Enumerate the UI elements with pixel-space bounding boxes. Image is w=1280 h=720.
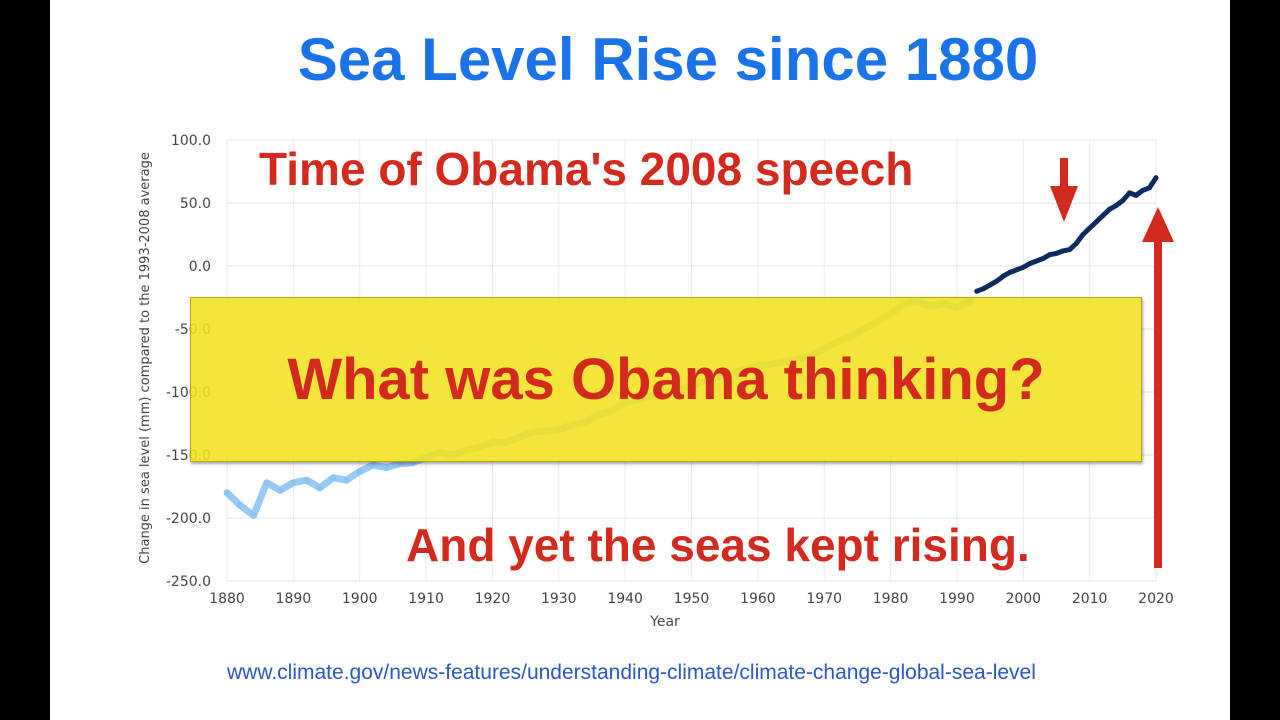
x-tick-label: 2020 xyxy=(1138,591,1174,607)
data-point xyxy=(1053,250,1059,256)
data-point xyxy=(987,282,993,288)
data-point xyxy=(1133,192,1139,198)
x-tick-label: 2000 xyxy=(1005,591,1041,607)
data-point xyxy=(356,468,363,475)
data-point xyxy=(1040,255,1046,261)
data-point xyxy=(1007,269,1013,275)
slide-title: Sea Level Rise since 1880 xyxy=(297,26,1039,93)
x-tick-label: 1910 xyxy=(408,591,444,607)
x-tick-label: 1880 xyxy=(209,591,245,607)
series-line-2 xyxy=(974,175,1159,294)
data-point xyxy=(290,479,297,486)
source-link[interactable]: www.climate.gov/news-features/understand… xyxy=(227,661,1036,684)
banner-text: What was Obama thinking? xyxy=(287,347,1045,412)
y-tick-label: 50.0 xyxy=(180,196,211,212)
data-point xyxy=(303,477,310,484)
annotation-obama-speech: Time of Obama's 2008 speech xyxy=(259,143,914,195)
data-point xyxy=(343,477,350,484)
data-point xyxy=(237,502,244,509)
data-point xyxy=(316,484,323,491)
data-point xyxy=(1067,247,1073,253)
y-tick-label: -250.0 xyxy=(166,574,211,590)
data-point xyxy=(1120,197,1126,203)
x-tick-label: 2010 xyxy=(1072,591,1108,607)
data-point xyxy=(1047,252,1053,258)
data-point xyxy=(277,487,284,494)
data-point xyxy=(1014,267,1020,273)
data-point xyxy=(263,479,270,486)
up-arrow-icon xyxy=(1142,207,1174,568)
data-point xyxy=(1073,240,1079,246)
data-point xyxy=(224,489,230,496)
data-point xyxy=(1153,175,1159,181)
data-point xyxy=(1093,219,1099,225)
data-point xyxy=(396,460,403,467)
data-point xyxy=(1140,187,1146,193)
data-point xyxy=(974,288,980,294)
data-point xyxy=(1000,273,1006,279)
x-axis-label: Year xyxy=(649,614,680,630)
data-point xyxy=(1146,185,1152,191)
data-point xyxy=(1027,260,1033,266)
y-tick-label: -200.0 xyxy=(166,511,211,527)
x-tick-label: 1950 xyxy=(674,591,710,607)
y-tick-label: 0.0 xyxy=(189,259,211,275)
x-tick-label: 1960 xyxy=(740,591,776,607)
x-tick-label: 1920 xyxy=(475,591,511,607)
x-tick-label: 1980 xyxy=(873,591,909,607)
data-point xyxy=(1087,225,1093,231)
data-point xyxy=(994,278,1000,284)
data-point xyxy=(1126,190,1132,196)
x-tick-label: 1930 xyxy=(541,591,577,607)
data-point xyxy=(383,464,390,471)
x-tick-label: 1890 xyxy=(276,591,312,607)
x-tick-label: 1900 xyxy=(342,591,378,607)
data-point xyxy=(330,474,337,481)
data-point xyxy=(980,286,986,292)
data-point xyxy=(1107,206,1113,212)
data-point xyxy=(250,512,257,519)
data-point xyxy=(1020,264,1026,270)
data-point xyxy=(1113,203,1119,209)
data-point xyxy=(1060,248,1066,254)
slide: Sea Level Rise since 1880 -250.0 -200.0 -1… xyxy=(50,0,1230,720)
x-tick-label: 1970 xyxy=(806,591,842,607)
x-tick-label: 1940 xyxy=(607,591,643,607)
y-tick-label: 100.0 xyxy=(171,133,211,149)
data-point xyxy=(1080,232,1086,237)
data-point xyxy=(369,462,376,469)
question-banner: What was Obama thinking? xyxy=(190,297,1142,462)
y-axis-label: Change in sea level (mm) compared to the… xyxy=(138,152,153,564)
data-point xyxy=(1100,213,1106,219)
annotation-seas-rising: And yet the seas kept rising. xyxy=(406,519,1030,571)
x-tick-label: 1990 xyxy=(939,591,975,607)
down-arrow-icon xyxy=(1050,158,1078,222)
data-point xyxy=(1034,258,1040,264)
